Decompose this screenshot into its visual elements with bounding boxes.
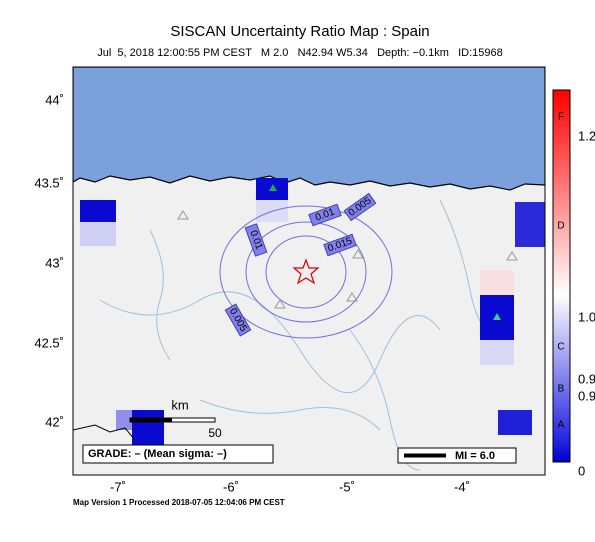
stations: [177, 210, 518, 309]
lat-label: 42.5˚: [34, 335, 64, 350]
colorbar-number: 0: [578, 463, 585, 478]
subtitle: Jul 5, 2018 12:00:55 PM CEST M 2.0 N42.9…: [97, 47, 503, 59]
colorbar-number: 0.9: [578, 388, 595, 403]
lat-label: 42˚: [45, 414, 64, 429]
colorbar-letter: D: [557, 221, 564, 232]
lat-label: 44˚: [45, 92, 64, 107]
contours: [219, 205, 393, 339]
colorbar-letter: C: [557, 342, 564, 353]
colorbar-number: 0.9: [578, 371, 595, 386]
map-area: [73, 67, 545, 475]
station-active: [493, 313, 501, 320]
scale-bar-fill: [130, 418, 172, 422]
lat-label: 43.5˚: [34, 175, 64, 190]
footer: Map Version 1 Processed 2018-07-05 12:04…: [73, 498, 285, 507]
border: [73, 424, 136, 441]
colorbar-letter: A: [558, 420, 565, 431]
map-frame: [72, 66, 546, 476]
uncertainty-cells: [80, 178, 545, 445]
ocean: [73, 67, 545, 191]
lon-label: -4˚: [454, 479, 470, 494]
lon-label: -6˚: [223, 479, 239, 494]
colorbar-letter: F: [558, 112, 564, 123]
colorbar: [552, 89, 571, 463]
contour-label-box: [224, 303, 252, 337]
colorbar-number: 1.0: [578, 309, 595, 324]
contour-label-box: [308, 203, 342, 227]
contour-label: 0.01: [308, 203, 342, 227]
lon-label: -7˚: [110, 479, 126, 494]
contour-label-box: [343, 192, 377, 222]
station-active: [269, 184, 277, 191]
scale-unit: km: [171, 397, 188, 412]
rivers: [99, 199, 501, 471]
title: SISCAN Uncertainty Ratio Map : Spain: [170, 23, 429, 40]
contour-label-box: [244, 223, 268, 257]
colorbar-letter: B: [558, 384, 565, 395]
lat-label: 43˚: [45, 255, 64, 270]
scale-length: 50: [208, 426, 222, 440]
grade-box: [82, 444, 274, 464]
mi-box: [397, 447, 517, 464]
epicenter: [292, 258, 320, 285]
colorbar-number: 1.2: [578, 128, 595, 143]
contour-label-box: [323, 233, 357, 257]
lon-label: -5˚: [339, 479, 355, 494]
grade: GRADE: – (Mean sigma: –): [88, 448, 227, 460]
contour-label: 0.01: [244, 223, 268, 257]
mi-label: MI = 6.0: [455, 450, 495, 462]
